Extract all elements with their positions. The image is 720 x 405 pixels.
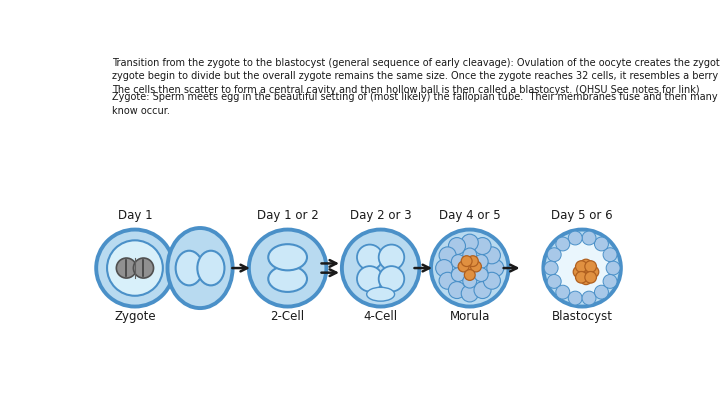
- Circle shape: [439, 272, 456, 289]
- Ellipse shape: [168, 228, 233, 308]
- Ellipse shape: [197, 251, 225, 286]
- Ellipse shape: [357, 266, 382, 292]
- Circle shape: [439, 247, 456, 264]
- Ellipse shape: [366, 287, 395, 301]
- Circle shape: [487, 260, 504, 277]
- Circle shape: [107, 240, 163, 296]
- Circle shape: [575, 271, 588, 283]
- Ellipse shape: [269, 266, 307, 292]
- Circle shape: [585, 271, 596, 283]
- Text: Morula: Morula: [449, 310, 490, 324]
- Circle shape: [573, 266, 585, 278]
- Circle shape: [449, 238, 466, 254]
- Text: Transition from the zygote to the blastocyst (general sequence of early cleavage: Transition from the zygote to the blasto…: [112, 58, 720, 95]
- Circle shape: [580, 266, 592, 278]
- Text: 2-Cell: 2-Cell: [271, 310, 305, 324]
- Circle shape: [582, 231, 596, 245]
- Circle shape: [96, 230, 174, 307]
- Circle shape: [595, 285, 608, 299]
- Text: Day 1 or 2: Day 1 or 2: [257, 209, 318, 222]
- Text: Zygote: Zygote: [114, 310, 156, 324]
- Circle shape: [547, 248, 561, 262]
- Circle shape: [552, 238, 612, 298]
- Circle shape: [556, 285, 570, 299]
- Circle shape: [568, 291, 582, 305]
- Circle shape: [462, 256, 472, 266]
- Circle shape: [544, 230, 621, 307]
- Ellipse shape: [379, 245, 404, 270]
- Circle shape: [483, 247, 500, 264]
- Circle shape: [463, 274, 477, 288]
- Circle shape: [342, 230, 419, 307]
- Circle shape: [471, 261, 482, 272]
- Ellipse shape: [379, 266, 404, 292]
- Circle shape: [595, 237, 608, 251]
- Circle shape: [483, 272, 500, 289]
- Circle shape: [117, 258, 137, 278]
- Circle shape: [458, 261, 469, 272]
- Circle shape: [585, 261, 596, 272]
- Circle shape: [556, 237, 570, 251]
- Circle shape: [580, 273, 592, 285]
- Circle shape: [474, 281, 491, 298]
- Circle shape: [606, 261, 620, 275]
- Text: Blastocyst: Blastocyst: [552, 310, 613, 324]
- Circle shape: [568, 231, 582, 245]
- Ellipse shape: [269, 244, 307, 271]
- Circle shape: [580, 259, 592, 271]
- Circle shape: [462, 285, 478, 302]
- Circle shape: [462, 234, 478, 251]
- Circle shape: [249, 230, 326, 307]
- Circle shape: [464, 270, 475, 280]
- Circle shape: [449, 281, 466, 298]
- Circle shape: [474, 268, 488, 281]
- Circle shape: [133, 258, 153, 278]
- Circle shape: [451, 268, 465, 281]
- Circle shape: [464, 263, 475, 273]
- Text: Zygote: Sperm meets egg in the beautiful setting of (most likely) the fallopian : Zygote: Sperm meets egg in the beautiful…: [112, 92, 720, 116]
- Text: Day 4 or 5: Day 4 or 5: [439, 209, 500, 222]
- Circle shape: [431, 230, 508, 307]
- Circle shape: [436, 260, 453, 277]
- Circle shape: [603, 248, 617, 262]
- Circle shape: [474, 255, 488, 269]
- Circle shape: [547, 275, 561, 288]
- Circle shape: [603, 275, 617, 288]
- Circle shape: [588, 266, 599, 278]
- Ellipse shape: [176, 251, 203, 286]
- Circle shape: [467, 256, 478, 266]
- Circle shape: [575, 261, 588, 272]
- Circle shape: [544, 261, 558, 275]
- Text: Day 2 or 3: Day 2 or 3: [350, 209, 411, 222]
- Circle shape: [463, 248, 477, 262]
- Circle shape: [474, 238, 491, 254]
- Circle shape: [582, 291, 596, 305]
- Circle shape: [451, 255, 465, 269]
- Text: 4-Cell: 4-Cell: [364, 310, 397, 324]
- Text: Day 5 or 6: Day 5 or 6: [552, 209, 613, 222]
- Ellipse shape: [357, 245, 382, 270]
- Text: Day 1: Day 1: [117, 209, 152, 222]
